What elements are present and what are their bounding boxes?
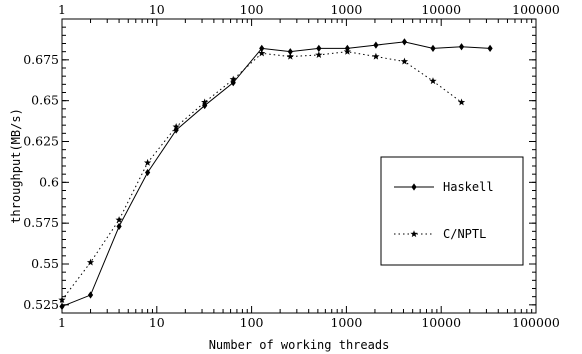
y-tick-label: 0.625 bbox=[23, 134, 59, 149]
y-axis-label: throughput(MB/s) bbox=[9, 108, 23, 224]
legend-sample-haskell bbox=[394, 183, 434, 191]
data-point-cnptl bbox=[400, 57, 409, 65]
data-point-haskell bbox=[287, 48, 293, 56]
series-line-haskell bbox=[61, 41, 491, 307]
data-point-haskell bbox=[116, 222, 122, 231]
x-tick-label-bottom: 100000 bbox=[512, 315, 560, 330]
y-tick-label: 0.6 bbox=[39, 174, 59, 189]
series-cnptl bbox=[58, 47, 466, 304]
data-point-haskell bbox=[145, 168, 151, 177]
data-point-haskell bbox=[173, 126, 179, 134]
data-point-cnptl bbox=[457, 98, 466, 106]
y-tick-label: 0.525 bbox=[23, 297, 59, 312]
y-tick-label: 0.575 bbox=[23, 215, 59, 230]
data-point-haskell bbox=[202, 101, 208, 110]
data-point-cnptl bbox=[372, 52, 380, 60]
data-point-cnptl bbox=[115, 216, 123, 223]
data-point-cnptl bbox=[429, 77, 437, 85]
legend-box bbox=[380, 156, 524, 266]
x-tick-label-top: 1000 bbox=[330, 2, 362, 17]
legend-sample-cnptl bbox=[394, 230, 434, 238]
data-point-haskell bbox=[430, 44, 436, 52]
data-point-haskell bbox=[458, 43, 465, 51]
data-point-haskell bbox=[59, 302, 65, 311]
series-haskell bbox=[59, 38, 493, 311]
y-tick-label: 0.55 bbox=[31, 256, 59, 271]
axis-ticks: 1 1 10 10 100 100 1000 1000 10000 10000 100000 1000… bbox=[23, 2, 560, 330]
data-point-cnptl bbox=[144, 158, 152, 166]
data-point-cnptl bbox=[201, 98, 209, 106]
y-tick-label: 0.65 bbox=[31, 93, 59, 108]
data-point-cnptl bbox=[172, 123, 180, 130]
x-tick-label-top: 100000 bbox=[512, 2, 560, 17]
data-point-haskell bbox=[316, 44, 322, 52]
legend-marker-haskell bbox=[411, 183, 417, 191]
data-point-haskell bbox=[87, 291, 94, 299]
x-tick-label-top: 1 bbox=[58, 2, 66, 17]
x-tick-label-top: 10 bbox=[149, 2, 165, 17]
legend-marker-cnptl bbox=[410, 230, 418, 238]
x-tick-label-bottom: 10000 bbox=[421, 315, 461, 330]
data-point-haskell bbox=[401, 38, 408, 46]
data-point-cnptl bbox=[86, 258, 95, 266]
x-axis-label: Number of working threads bbox=[209, 338, 390, 352]
x-tick-label-bottom: 10 bbox=[149, 315, 165, 330]
legend-label-haskell: Haskell bbox=[443, 180, 494, 194]
data-point-haskell bbox=[373, 41, 379, 49]
data-point-cnptl bbox=[315, 51, 323, 59]
x-tick-label-bottom: 1000 bbox=[330, 315, 362, 330]
x-tick-label-bottom: 1 bbox=[58, 315, 66, 330]
data-point-cnptl bbox=[286, 52, 294, 60]
data-point-cnptl bbox=[229, 75, 237, 83]
x-tick-label-bottom: 100 bbox=[240, 315, 264, 330]
x-tick-label-top: 10000 bbox=[421, 2, 461, 17]
x-tick-label-top: 100 bbox=[240, 2, 264, 17]
data-point-cnptl bbox=[343, 47, 351, 55]
series-layer bbox=[58, 38, 493, 311]
y-tick-label: 0.675 bbox=[23, 52, 59, 67]
legend: Haskell C/NPTL bbox=[380, 156, 524, 266]
data-point-haskell bbox=[487, 44, 493, 52]
data-point-cnptl bbox=[58, 296, 66, 304]
legend-label-cnptl: C/NPTL bbox=[443, 227, 486, 241]
data-point-haskell bbox=[259, 44, 265, 52]
data-point-cnptl bbox=[258, 49, 266, 57]
